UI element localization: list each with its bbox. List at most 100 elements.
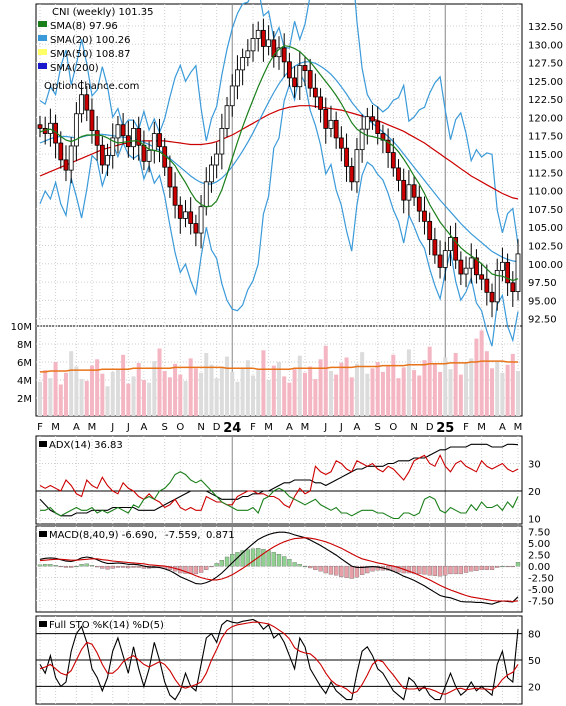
macd-histogram-bar xyxy=(443,565,448,576)
sma50-line xyxy=(39,105,519,200)
candle-body xyxy=(318,96,323,110)
macd-histogram-bar xyxy=(479,565,484,570)
volume-bar xyxy=(484,351,489,416)
candle-body xyxy=(224,105,230,129)
macd-histogram-bar xyxy=(250,548,256,567)
sto-label: Full STO %K(14) %D(5) xyxy=(49,620,164,631)
volume-bar xyxy=(183,380,188,416)
candle-body xyxy=(79,94,84,115)
macd-histogram-bar xyxy=(469,565,474,572)
volume-bar xyxy=(370,368,375,416)
volume-bar xyxy=(412,370,417,416)
candle-body xyxy=(515,253,521,293)
candle-body xyxy=(151,133,157,151)
sto-tick-label: 20 xyxy=(528,682,541,693)
volume-bar xyxy=(277,362,281,416)
macd-histogram-bar xyxy=(334,565,339,576)
price-tick-label: 97.50 xyxy=(528,278,557,289)
volume-bar xyxy=(79,379,84,416)
macd-histogram-bar xyxy=(266,550,271,567)
volume-bar xyxy=(121,354,126,416)
candle-body xyxy=(271,39,277,58)
x-axis-label: M xyxy=(514,422,523,433)
candle-body xyxy=(214,153,220,166)
candle-body xyxy=(73,113,79,147)
volume-bar xyxy=(214,378,219,416)
watermark-text: OptionChance.com xyxy=(44,81,139,92)
macd-histogram-bar xyxy=(276,554,282,567)
candle-body xyxy=(255,29,261,39)
adx-tick-label: 10 xyxy=(528,515,541,526)
volume-bar xyxy=(167,377,172,416)
candle-body xyxy=(500,261,505,271)
volume-bar xyxy=(245,360,250,416)
x-axis-label: M xyxy=(301,422,310,433)
price-tick-label: 127.50 xyxy=(528,59,563,70)
volume-bar xyxy=(292,369,297,416)
legend-swatch xyxy=(38,49,47,55)
volume-bar xyxy=(510,353,515,416)
volume-bar xyxy=(100,373,105,416)
volume-bar xyxy=(313,379,318,416)
macd-histogram-bar xyxy=(375,565,380,571)
volume-bar xyxy=(84,380,89,416)
macd-histogram-bar xyxy=(323,565,328,574)
macd-histogram-bar xyxy=(510,565,515,568)
volume-bar xyxy=(297,355,302,416)
volume-bar xyxy=(261,350,266,416)
macd-histogram-bar xyxy=(282,556,287,567)
price-tick-label: 107.50 xyxy=(528,205,563,216)
sto-tick-label: 80 xyxy=(528,630,541,641)
macd-histogram-bar xyxy=(359,565,365,575)
macd-histogram-bar xyxy=(448,565,453,575)
candle-body xyxy=(63,159,69,171)
bollinger-upper-line xyxy=(39,0,519,245)
volume-bar xyxy=(193,368,198,416)
macd-histogram-bar xyxy=(219,560,224,567)
macd-histogram-bar xyxy=(292,562,297,567)
candle-body xyxy=(115,124,121,139)
candle-body xyxy=(245,50,251,58)
panel-frame-macd xyxy=(35,525,523,613)
macd-histogram-bar xyxy=(43,564,48,567)
volume-bar xyxy=(115,369,120,416)
macd-histogram-bar xyxy=(271,552,276,567)
volume-bar xyxy=(53,362,58,416)
price-tick-label: 115.00 xyxy=(528,150,563,161)
macd-histogram-bar xyxy=(37,564,43,567)
volume-bar xyxy=(438,371,443,416)
macd-histogram-bar xyxy=(489,565,495,570)
macd-histogram-bar xyxy=(427,565,432,576)
volume-bar xyxy=(396,378,401,416)
x-axis-label: S xyxy=(162,422,168,433)
macd-histogram-bar xyxy=(193,565,199,575)
panel-frame-adx xyxy=(35,435,523,525)
macd-histogram-bar xyxy=(474,565,479,571)
volume-bar xyxy=(157,348,162,416)
volume-bar xyxy=(225,356,230,416)
volume-tick-label: 2M xyxy=(17,394,32,405)
macd-histogram-bar xyxy=(422,565,427,575)
macd-histogram-bar xyxy=(230,554,235,567)
candle-body xyxy=(99,144,105,166)
candle-body xyxy=(203,181,209,208)
macd-histogram-bar xyxy=(214,563,219,567)
candle-body xyxy=(110,137,116,156)
volume-bar xyxy=(490,368,495,416)
macd-histogram-bar xyxy=(505,565,510,568)
candle-body xyxy=(235,69,240,87)
x-axis-label: J xyxy=(126,422,130,433)
candle-body xyxy=(406,184,412,201)
candle-body xyxy=(146,149,152,162)
x-axis-label: M xyxy=(88,422,97,433)
volume-bar xyxy=(271,365,276,416)
candle-body xyxy=(292,77,297,88)
macd-histogram-bar xyxy=(297,564,302,567)
macd-histogram-bar xyxy=(432,565,438,576)
volume-bar xyxy=(152,361,157,416)
macd-histogram-bar xyxy=(349,565,354,579)
macd-histogram-bar xyxy=(110,565,115,569)
x-axis-label: A xyxy=(73,422,80,433)
macd-tick-label: -7.50 xyxy=(528,597,554,608)
